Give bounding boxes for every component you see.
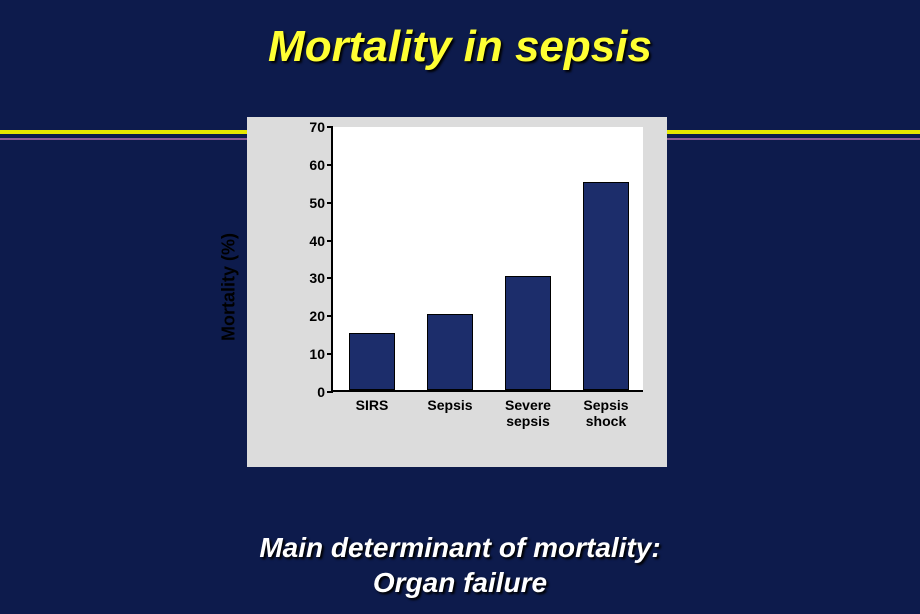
y-tick-label: 30 <box>309 270 325 286</box>
y-tick-label: 50 <box>309 195 325 211</box>
slide-footer: Main determinant of mortality: Organ fai… <box>0 530 920 600</box>
y-tick <box>327 126 333 128</box>
y-tick <box>327 315 333 317</box>
y-tick-label: 0 <box>317 384 325 400</box>
x-tick-label: Severesepsis <box>489 397 567 429</box>
x-tick-label: Sepsisshock <box>567 397 645 429</box>
y-axis-label: Mortality (%) <box>219 233 240 341</box>
y-tick-label: 20 <box>309 308 325 324</box>
bar <box>505 276 551 390</box>
footer-line-1: Main determinant of mortality: <box>0 530 920 565</box>
x-tick-label: SIRS <box>333 397 411 413</box>
y-tick-label: 70 <box>309 119 325 135</box>
y-tick <box>327 164 333 166</box>
bar <box>583 182 629 390</box>
bar <box>349 333 395 390</box>
y-tick-label: 40 <box>309 233 325 249</box>
y-tick-label: 10 <box>309 346 325 362</box>
y-tick <box>327 277 333 279</box>
y-tick <box>327 240 333 242</box>
slide-title: Mortality in sepsis <box>0 0 920 72</box>
y-tick <box>327 202 333 204</box>
y-tick <box>327 391 333 393</box>
chart-plot-area: 010203040506070SIRSSepsisSeveresepsisSep… <box>331 127 643 392</box>
y-tick <box>327 353 333 355</box>
y-tick-label: 60 <box>309 157 325 173</box>
footer-line-2: Organ failure <box>0 565 920 600</box>
bar <box>427 314 473 390</box>
x-tick-label: Sepsis <box>411 397 489 413</box>
chart-panel: Mortality (%) 010203040506070SIRSSepsisS… <box>247 117 667 467</box>
